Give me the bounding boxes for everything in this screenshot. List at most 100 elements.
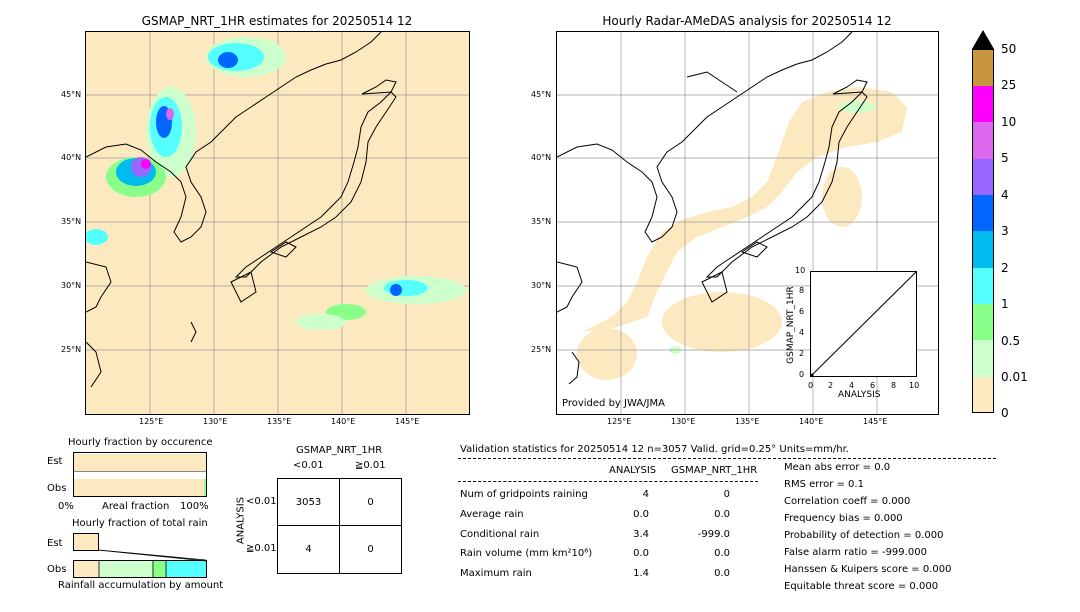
right-lat-label: 45°N bbox=[531, 90, 552, 99]
scatter-ytick: 2 bbox=[799, 349, 805, 358]
validation-row-gsmap: -999.0 bbox=[697, 529, 730, 540]
validation-row-analysis: 1.4 bbox=[633, 568, 649, 579]
right-map-svg bbox=[557, 32, 938, 414]
validation-row-label: Rain volume (mm km²10⁶) bbox=[460, 548, 593, 559]
colorbar-segment bbox=[973, 195, 993, 231]
right-lat-label: 35°N bbox=[531, 217, 552, 226]
accumulation-chart bbox=[73, 533, 207, 578]
scatter-xtick: 6 bbox=[870, 381, 876, 390]
scatter-point bbox=[810, 373, 814, 377]
colorbar-segment bbox=[973, 86, 993, 122]
scatter-ytick: 4 bbox=[799, 328, 805, 337]
validation-row-analysis: 4 bbox=[642, 489, 649, 500]
scatter-xtick: 0 bbox=[808, 381, 814, 390]
validation-row-label: Num of gridpoints raining bbox=[460, 489, 588, 500]
accumulation-title: Hourly fraction of total rain bbox=[72, 518, 208, 529]
radar-coverage bbox=[577, 87, 907, 380]
contingency-row-title: ANALYSIS bbox=[235, 496, 247, 545]
colorbar-label: 0.01 bbox=[1001, 370, 1028, 384]
right-lon-label: 130°E bbox=[671, 417, 696, 426]
occurrence-est-label: Est bbox=[47, 456, 63, 467]
occurrence-axis-left: 0% bbox=[58, 501, 74, 512]
validation-divider bbox=[458, 481, 758, 482]
validation-score: Probability of detection = 0.000 bbox=[784, 530, 944, 541]
validation-row-analysis: 0.0 bbox=[633, 548, 649, 559]
coastlines bbox=[557, 32, 868, 385]
left-lat-label: 25°N bbox=[61, 345, 82, 354]
occurrence-obs-bar-rain bbox=[204, 479, 206, 496]
right-map: Provided by JWA/JMA bbox=[556, 31, 939, 415]
scatter-ytick: 10 bbox=[795, 266, 806, 275]
scatter-xtick: 4 bbox=[849, 381, 855, 390]
left-lon-label: 130°E bbox=[203, 417, 228, 426]
credit-text: Provided by JWA/JMA bbox=[562, 398, 665, 409]
validation-row-gsmap: 0.0 bbox=[714, 509, 730, 520]
scatter-ylabel: GSMAP_NRT_1HR bbox=[786, 286, 796, 364]
accumulation-est-label: Est bbox=[47, 538, 63, 549]
occurrence-obs-label: Obs bbox=[47, 483, 67, 494]
colorbar bbox=[972, 49, 994, 413]
colorbar-segment bbox=[973, 122, 993, 159]
colorbar-extend-arrow bbox=[972, 30, 994, 49]
colorbar-segment bbox=[973, 304, 993, 340]
left-lat-label: 30°N bbox=[61, 281, 82, 290]
occurrence-obs-bar bbox=[74, 479, 204, 496]
colorbar-label: 0.5 bbox=[1001, 334, 1021, 348]
right-lat-label: 30°N bbox=[531, 281, 552, 290]
left-lon-label: 145°E bbox=[395, 417, 420, 426]
contingency-cell: 0 bbox=[339, 478, 402, 526]
validation-row-analysis: 3.4 bbox=[633, 529, 649, 540]
right-lon-label: 125°E bbox=[607, 417, 632, 426]
contingency-col-lt: <0.01 bbox=[293, 460, 324, 471]
validation-row-gsmap: 0.0 bbox=[714, 548, 730, 559]
scatter-ytick: 0 bbox=[799, 370, 805, 379]
scatter-xtick: 8 bbox=[891, 381, 897, 390]
colorbar-segment bbox=[973, 340, 993, 377]
validation-score: Hanssen & Kuipers score = 0.000 bbox=[784, 564, 952, 575]
colorbar-segment bbox=[973, 231, 993, 268]
contingency-cell: 3053 bbox=[277, 478, 340, 526]
colorbar-label: 25 bbox=[1001, 78, 1017, 92]
contingency-row-lt: <0.01 bbox=[246, 496, 277, 507]
accumulation-chart-svg bbox=[73, 533, 207, 578]
left-lat-label: 40°N bbox=[61, 153, 82, 162]
validation-divider bbox=[458, 458, 996, 459]
colorbar-segment bbox=[973, 268, 993, 304]
colorbar-label: 3 bbox=[1001, 224, 1009, 238]
validation-row-label: Maximum rain bbox=[460, 568, 532, 579]
colorbar-segment bbox=[973, 50, 993, 86]
colorbar-label: 10 bbox=[1001, 115, 1017, 129]
scatter-xtick: 2 bbox=[828, 381, 834, 390]
contingency-row-ge: ≧0.01 bbox=[246, 543, 277, 554]
validation-header: Validation statistics for 20250514 12 n=… bbox=[460, 444, 849, 455]
scatter-inset-svg bbox=[810, 271, 917, 377]
validation-score: RMS error = 0.1 bbox=[784, 479, 864, 490]
left-map-title: GSMAP_NRT_1HR estimates for 20250514 12 bbox=[141, 14, 413, 28]
right-map-title: Hourly Radar-AMeDAS analysis for 2025051… bbox=[602, 14, 892, 28]
validation-score: Mean abs error = 0.0 bbox=[784, 462, 891, 473]
validation-row-analysis: 0.0 bbox=[633, 509, 649, 520]
left-lon-label: 140°E bbox=[331, 417, 356, 426]
validation-col-gsmap: GSMAP_NRT_1HR bbox=[671, 465, 758, 476]
coastlines bbox=[86, 32, 397, 388]
colorbar-segment bbox=[973, 159, 993, 195]
validation-score: Correlation coeff = 0.000 bbox=[784, 496, 911, 507]
scatter-inset bbox=[810, 271, 917, 377]
right-lat-label: 25°N bbox=[531, 345, 552, 354]
contingency-col-ge: ≧0.01 bbox=[355, 460, 386, 471]
accumulation-obs-label: Obs bbox=[47, 564, 67, 575]
occurrence-axis-right: 100% bbox=[180, 501, 209, 512]
right-lon-label: 135°E bbox=[735, 417, 760, 426]
right-lon-label: 145°E bbox=[863, 417, 888, 426]
left-map-svg bbox=[86, 32, 469, 414]
occurrence-est-bar bbox=[74, 454, 206, 472]
left-map bbox=[85, 31, 470, 415]
left-lon-label: 125°E bbox=[139, 417, 164, 426]
contingency-cell: 4 bbox=[277, 525, 340, 574]
contingency-col-title: GSMAP_NRT_1HR bbox=[296, 445, 383, 456]
validation-row-label: Average rain bbox=[460, 509, 524, 520]
validation-score: Equitable threat score = 0.000 bbox=[784, 581, 939, 592]
validation-score: False alarm ratio = -999.000 bbox=[784, 547, 927, 558]
colorbar-label: 5 bbox=[1001, 151, 1009, 165]
validation-row-label: Conditional rain bbox=[460, 529, 540, 540]
